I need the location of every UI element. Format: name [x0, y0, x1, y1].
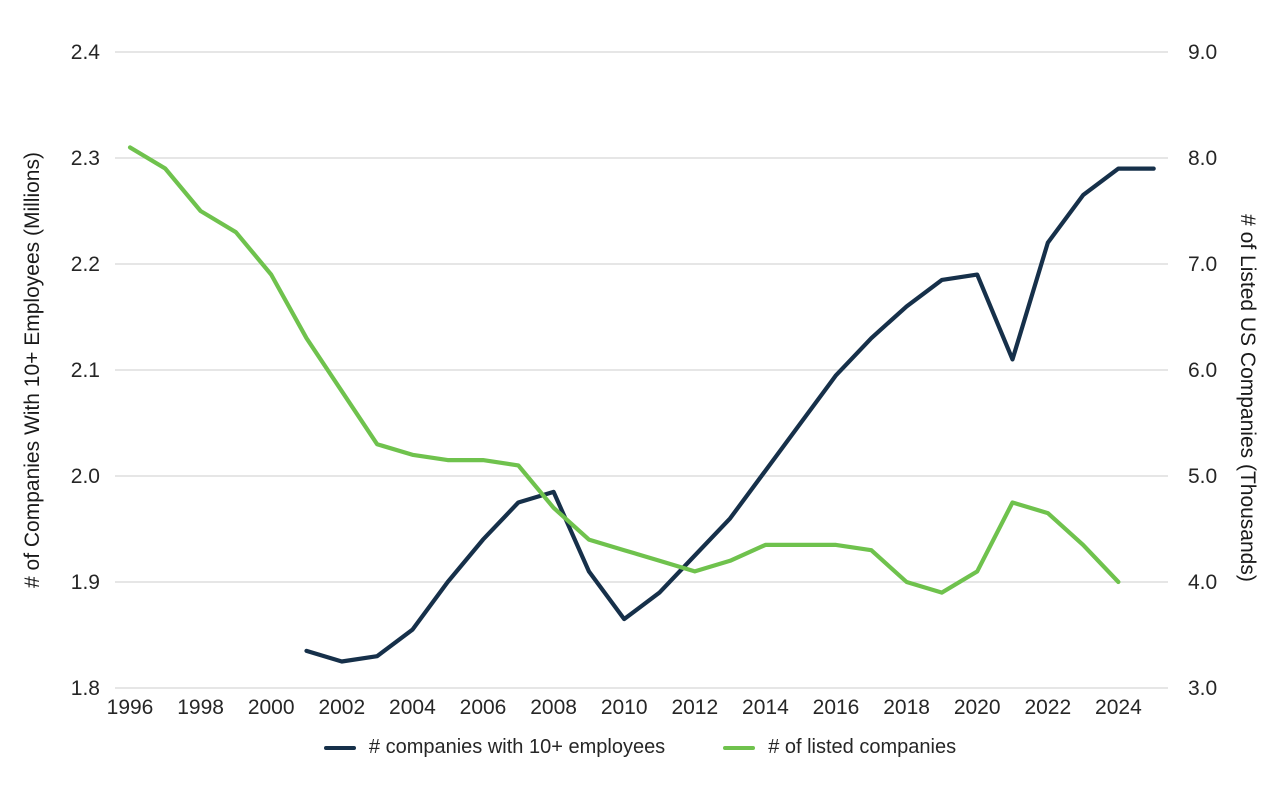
right-y-axis-tick-label: 6.0 [1188, 359, 1217, 382]
left-y-axis-tick-label: 2.0 [71, 465, 100, 488]
legend-line-swatch-green [723, 745, 756, 750]
right-y-axis-tick-label: 3.0 [1188, 677, 1217, 700]
x-axis-tick-label: 2010 [601, 696, 648, 719]
x-axis-tick-label: 2014 [742, 696, 789, 719]
x-axis-tick-label: 1996 [107, 696, 154, 719]
series-line-companies-10plus [304, 166, 1156, 664]
x-axis-tick-label: 2002 [318, 696, 365, 719]
x-axis-tick-label: 2008 [530, 696, 577, 719]
series-line-listed-companies [127, 145, 1121, 595]
legend-item-listed-companies: # of listed companies [723, 736, 956, 759]
x-axis-tick-label: 2018 [883, 696, 930, 719]
left-y-axis-tick-label: 1.8 [71, 677, 100, 700]
legend-item-companies-10plus: # companies with 10+ employees [323, 736, 666, 759]
x-axis-tick-label: 2024 [1095, 696, 1142, 719]
x-axis-tick-label: 2012 [671, 696, 718, 719]
legend: # companies with 10+ employees # of list… [0, 736, 1280, 759]
left-y-axis-tick-label: 2.2 [71, 253, 100, 276]
right-y-axis-tick-label: 9.0 [1188, 41, 1217, 64]
right-y-axis-tick-label: 8.0 [1188, 147, 1217, 170]
x-axis-tick-label: 1998 [177, 696, 224, 719]
left-y-axis-title: # of Companies With 10+ Employees (Milli… [21, 152, 44, 588]
legend-line-swatch-navy [323, 745, 356, 750]
left-y-axis-tick-label: 2.3 [71, 147, 100, 170]
left-y-axis-tick-label: 2.4 [71, 41, 101, 64]
x-axis-tick-label: 2000 [248, 696, 295, 719]
x-axis-tick-label: 2016 [813, 696, 860, 719]
x-axis-tick-label: 2004 [389, 696, 436, 719]
right-y-axis-tick-label: 5.0 [1188, 465, 1217, 488]
legend-label-listed-companies: # of listed companies [768, 736, 957, 758]
right-y-axis-tick-label: 7.0 [1188, 253, 1217, 276]
left-y-axis-tick-label: 2.1 [71, 359, 100, 382]
left-y-axis-tick-label: 1.9 [71, 571, 100, 594]
x-axis-tick-label: 2020 [954, 696, 1001, 719]
x-axis-tick-label: 2022 [1024, 696, 1071, 719]
x-axis-tick-label: 2006 [460, 696, 507, 719]
legend-label-companies-10plus: # companies with 10+ employees [368, 736, 666, 758]
right-y-axis-tick-label: 4.0 [1188, 571, 1217, 594]
right-y-axis-title: # of Listed US Companies (Thousands) [1236, 214, 1259, 582]
